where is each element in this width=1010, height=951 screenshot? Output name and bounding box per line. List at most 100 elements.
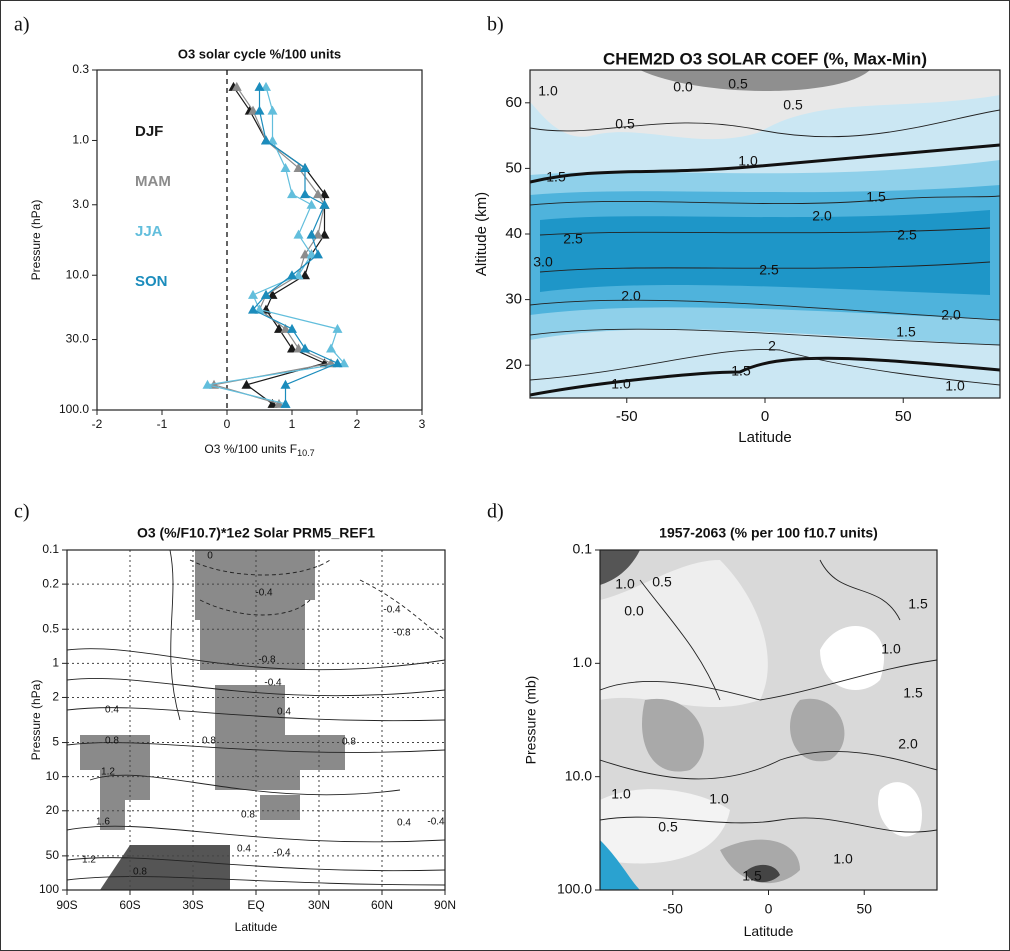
y-tick-label: 0.3 [72, 62, 89, 76]
x-axis-label-text: Latitude [738, 429, 791, 446]
x-axis-label-subscript: 10.7 [297, 448, 315, 458]
contour-label: 1.2 [101, 767, 115, 778]
data-point [248, 304, 258, 314]
x-axis-label-text: O3 %/100 units F [204, 442, 297, 456]
legend-label: MAM [135, 173, 171, 190]
x-tick-label: 2 [354, 417, 361, 431]
x-tick-label: 30N [308, 898, 330, 912]
contour-label: 1.0 [945, 378, 965, 394]
contour-label: 2.0 [941, 307, 961, 323]
contour-label: 2.5 [759, 262, 779, 278]
series-line [252, 86, 340, 404]
data-point [313, 229, 323, 239]
x-tick-label: 30S [182, 898, 203, 912]
contour-label: 2.0 [812, 208, 832, 224]
panel-label: d) [487, 501, 504, 523]
x-tick-label: 90N [434, 898, 456, 912]
contour-fill-d [600, 550, 937, 890]
x-tick-label: 0 [761, 408, 769, 425]
y-axis-label: Altitude (km) [473, 192, 490, 276]
x-axis-label-text: Latitude [235, 920, 278, 934]
data-point [274, 398, 284, 408]
data-point [254, 81, 265, 91]
y-tick-label: 50 [505, 159, 522, 176]
plot-frame [529, 69, 1001, 399]
y-axis-label: Pressure (hPa) [29, 680, 43, 761]
y-axis-label: Pressure (hPa) [29, 200, 43, 281]
plot-frame [599, 549, 938, 891]
panel-label: c) [14, 501, 30, 523]
x-axis-label: Latitude [738, 429, 791, 446]
data-point [300, 343, 310, 353]
y-tick-label: 100.0 [557, 881, 592, 897]
y-tick-label: 0.1 [42, 542, 59, 556]
contour-label: 1.0 [738, 153, 758, 169]
data-point [313, 189, 323, 199]
data-point [326, 343, 336, 353]
x-axis-label: O3 %/100 units F10.7 [204, 442, 314, 458]
data-point [300, 162, 310, 172]
data-point [202, 379, 213, 389]
y-tick-label: 50 [46, 848, 60, 862]
x-tick-label: 50 [895, 408, 912, 425]
y-tick-label: 100 [39, 882, 59, 896]
data-point [241, 379, 252, 389]
x-tick-label: -1 [157, 417, 168, 431]
data-point [300, 189, 310, 199]
contour-label: 1.5 [903, 685, 923, 701]
y-axis-label: Pressure (mb) [523, 676, 539, 765]
data-point [261, 135, 271, 145]
x-tick-label: 3 [419, 417, 426, 431]
data-point [287, 343, 297, 353]
contour-label: 0.0 [624, 603, 644, 619]
x-tick-label: 0 [765, 901, 773, 917]
x-tick-label: -50 [663, 901, 683, 917]
contour-label: -0.4 [427, 817, 445, 828]
y-tick-label: 0.5 [42, 621, 59, 635]
contour-label: 1.5 [866, 189, 886, 205]
x-tick-label: 90S [56, 898, 77, 912]
data-point [274, 323, 284, 333]
contour-label: 0.8 [241, 810, 255, 821]
contour-label: 0 [207, 551, 213, 562]
y-tick-label: 0.1 [573, 541, 593, 557]
data-point [300, 249, 310, 259]
panel-label: a) [14, 14, 30, 36]
data-point [267, 398, 278, 408]
y-tick-label: 1.0 [573, 654, 593, 670]
data-point [231, 81, 242, 91]
plot-frame [96, 69, 423, 411]
y-tick-label: 0.2 [42, 576, 59, 590]
data-point [319, 229, 330, 239]
data-point [254, 105, 265, 115]
contour-label: -0.8 [393, 628, 411, 639]
contour-label: 0.5 [783, 97, 803, 113]
contour-label: 0.4 [397, 818, 411, 829]
x-tick-label: 60N [371, 898, 393, 912]
y-tick-label: 30 [505, 291, 522, 308]
x-tick-label: 50 [856, 901, 872, 917]
y-tick-label: 60 [505, 94, 522, 111]
y-tick-label: 20 [46, 803, 60, 817]
contour-label: 1.6 [96, 817, 110, 828]
contour-label: 0.4 [237, 844, 251, 855]
data-point [306, 199, 317, 209]
data-point [248, 105, 258, 115]
y-tick-label: 10.0 [565, 767, 592, 783]
x-tick-label: 60S [119, 898, 140, 912]
data-point [306, 249, 317, 259]
data-point [287, 323, 297, 333]
contour-label: 1.2 [82, 855, 96, 866]
contour-label: -0.4 [264, 678, 282, 689]
contour-label: 0.5 [728, 76, 748, 92]
contour-fill-b [530, 70, 1000, 398]
data-point [319, 199, 330, 209]
contour-label: 1.0 [709, 791, 729, 807]
data-point [280, 379, 291, 389]
contour-label: 1.5 [731, 363, 751, 379]
contour-label: 1.5 [546, 169, 566, 185]
contour-label: 0.5 [652, 574, 672, 590]
contour-label: 0.8 [105, 736, 119, 747]
contour-label: 0.4 [105, 705, 119, 716]
